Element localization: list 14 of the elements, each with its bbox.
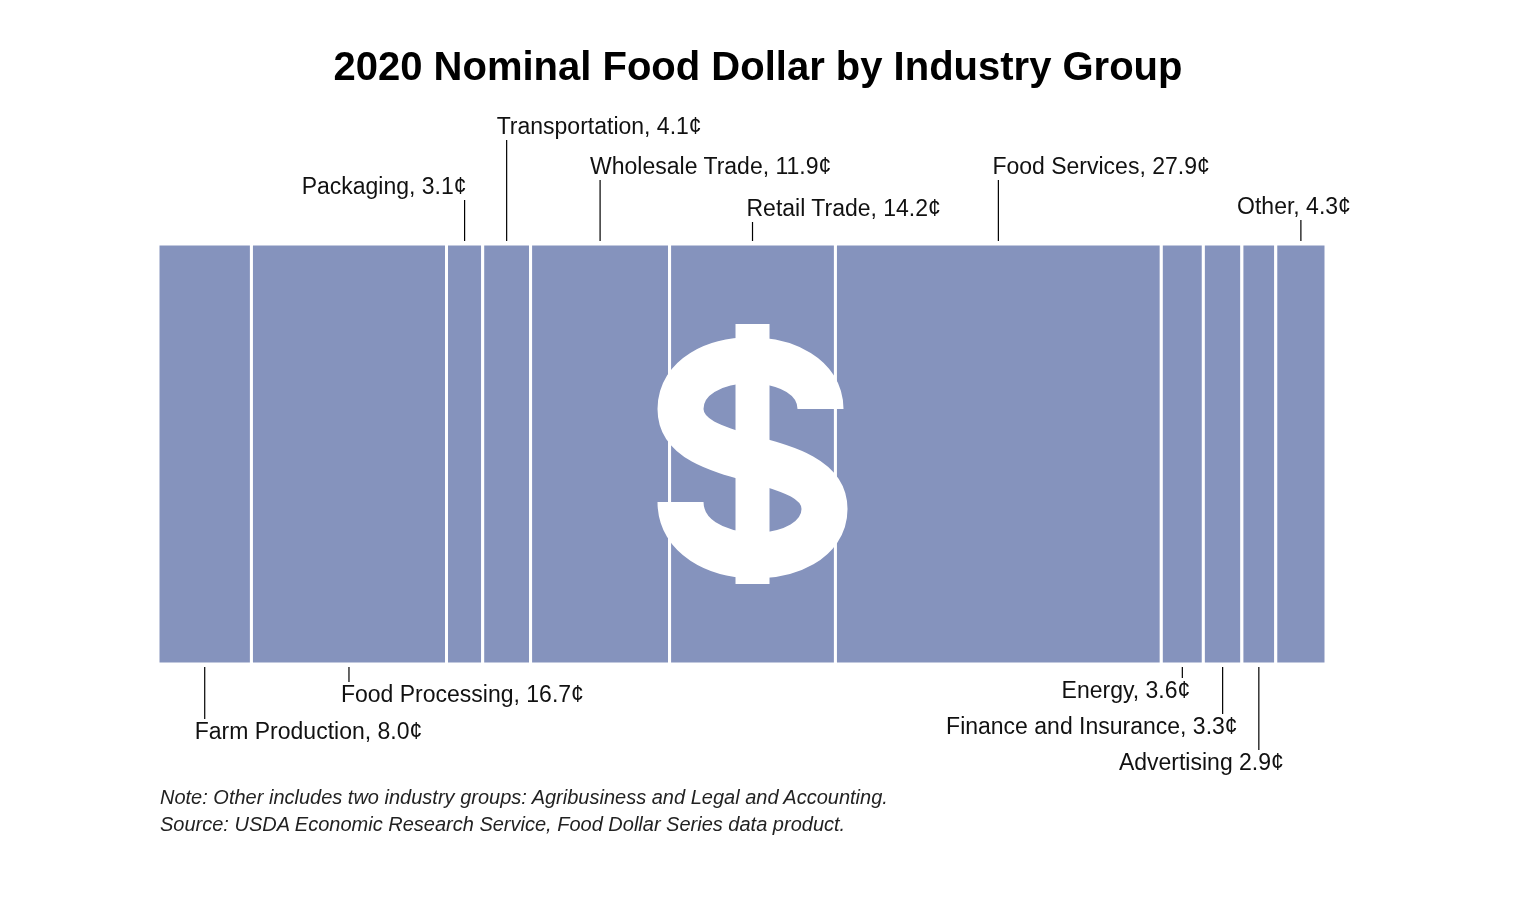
data-label: Advertising 2.9¢ — [1118, 749, 1284, 775]
data-label: Wholesale Trade, 11.9¢ — [590, 153, 832, 179]
data-label: Food Processing, 16.7¢ — [340, 681, 584, 707]
data-label: Farm Production, 8.0¢ — [194, 718, 423, 744]
data-label: Other, 4.3¢ — [1237, 193, 1351, 219]
chart-title: 2020 Nominal Food Dollar by Industry Group — [332, 43, 1184, 90]
data-label: Energy, 3.6¢ — [1061, 677, 1191, 703]
data-label: Retail Trade, 14.2¢ — [746, 195, 941, 221]
data-label: Packaging, 3.1¢ — [301, 173, 467, 199]
text: Note: Other includes two industry groups: Agribusiness and Legal and Accounting. — [160, 785, 889, 810]
data-label: Finance and Insurance, 3.3¢ — [946, 713, 1238, 739]
data-label: Transportation, 4.1¢ — [496, 113, 702, 139]
data-label: Food Services, 27.9¢ — [992, 153, 1210, 179]
source-note: Source: USDA Economic Research Service, Food Dollar Series data product. — [160, 812, 847, 837]
